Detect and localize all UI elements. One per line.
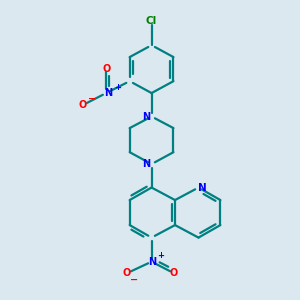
- Text: +: +: [158, 251, 164, 260]
- Text: O: O: [79, 100, 87, 110]
- Text: N: N: [142, 159, 150, 169]
- Text: N: N: [142, 112, 150, 122]
- Text: O: O: [103, 64, 111, 74]
- Text: Cl: Cl: [146, 16, 157, 26]
- Text: −: −: [88, 94, 97, 104]
- Text: O: O: [123, 268, 131, 278]
- Text: −: −: [130, 275, 138, 285]
- Text: N: N: [104, 88, 112, 98]
- Text: +: +: [114, 83, 121, 92]
- Text: N: N: [198, 182, 207, 193]
- Text: O: O: [170, 268, 178, 278]
- Text: N: N: [148, 257, 156, 267]
